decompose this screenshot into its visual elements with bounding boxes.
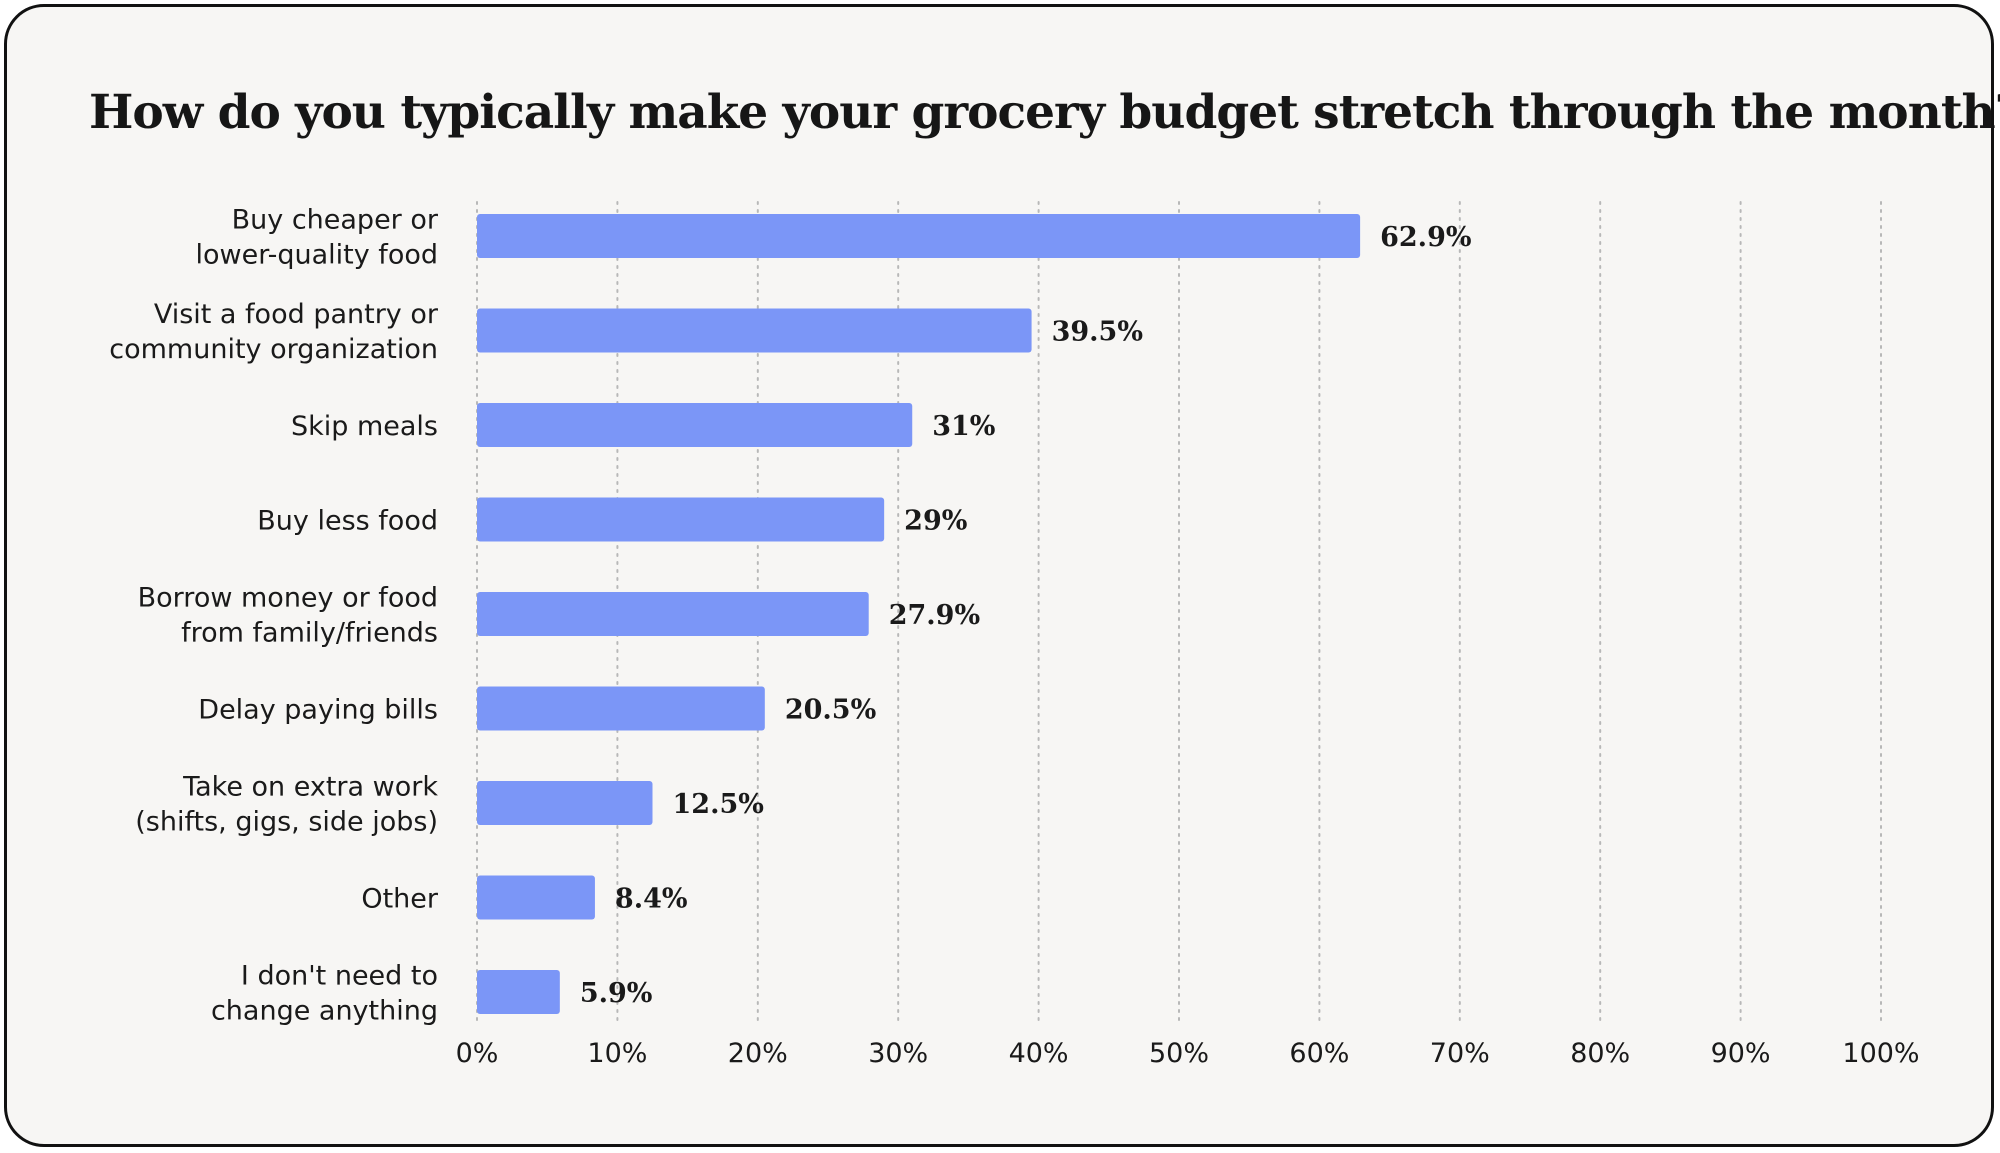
x-tick-label: 70% xyxy=(1430,1038,1490,1069)
bar xyxy=(477,308,1032,353)
chart-card: How do you typically make your grocery b… xyxy=(4,4,2000,1147)
bar xyxy=(477,592,869,636)
value-label: 39.5% xyxy=(1052,317,1143,348)
category-label: Borrow money or food from family/friends xyxy=(138,583,438,649)
category-label: Buy less food xyxy=(257,506,438,537)
bar xyxy=(477,875,595,920)
value-label: 27.9% xyxy=(889,600,980,631)
x-tick-label: 50% xyxy=(1149,1038,1209,1069)
x-tick-label: 100% xyxy=(1842,1038,1919,1069)
bar xyxy=(477,497,885,542)
value-label: 5.9% xyxy=(580,978,653,1009)
category-label: Take on extra work (shifts, gigs, side jo… xyxy=(135,772,438,838)
x-tick-label: 90% xyxy=(1711,1038,1771,1069)
category-label: Buy cheaper or lower-quality food xyxy=(196,205,439,271)
x-tick-label: 0% xyxy=(456,1038,499,1069)
x-tick-label: 80% xyxy=(1570,1038,1630,1069)
value-label: 31% xyxy=(932,411,995,442)
value-label: 12.5% xyxy=(673,789,764,820)
value-label: 8.4% xyxy=(615,884,688,915)
bar xyxy=(477,214,1361,258)
category-label-line: lower-quality food xyxy=(196,240,438,271)
bar xyxy=(477,781,653,825)
category-label-line: from family/friends xyxy=(181,618,438,649)
x-tick-label: 30% xyxy=(868,1038,928,1069)
category-label-line: Buy cheaper or xyxy=(232,205,439,236)
x-tick-label: 40% xyxy=(1009,1038,1069,1069)
x-tick-label: 20% xyxy=(728,1038,788,1069)
category-label: Other xyxy=(361,884,439,915)
category-label: Visit a food pantry or community organiza… xyxy=(109,299,439,365)
category-label-line: Skip meals xyxy=(291,411,438,442)
category-label: I don't need to change anything xyxy=(211,961,438,1027)
x-tick-label: 60% xyxy=(1289,1038,1349,1069)
category-label-line: I don't need to xyxy=(241,961,438,992)
category-label-line: Other xyxy=(361,884,439,915)
category-label-line: Buy less food xyxy=(257,506,438,537)
value-label: 29% xyxy=(904,506,967,537)
category-label: Skip meals xyxy=(291,411,438,442)
chart-title: How do you typically make your grocery b… xyxy=(89,85,2000,140)
value-label: 20.5% xyxy=(785,695,876,726)
bar xyxy=(477,686,765,731)
bar xyxy=(477,403,913,447)
category-label-line: change anything xyxy=(211,996,438,1027)
category-label-line: community organization xyxy=(109,334,438,365)
value-label: 62.9% xyxy=(1380,222,1471,253)
x-tick-label: 10% xyxy=(587,1038,647,1069)
bar xyxy=(477,970,560,1014)
category-label-line: Borrow money or food xyxy=(138,583,438,614)
category-label-line: Delay paying bills xyxy=(198,695,438,726)
category-label-line: (shifts, gigs, side jobs) xyxy=(135,807,438,838)
category-label-line: Visit a food pantry or xyxy=(154,299,439,330)
category-label: Delay paying bills xyxy=(198,695,438,726)
category-label-line: Take on extra work xyxy=(182,772,438,803)
